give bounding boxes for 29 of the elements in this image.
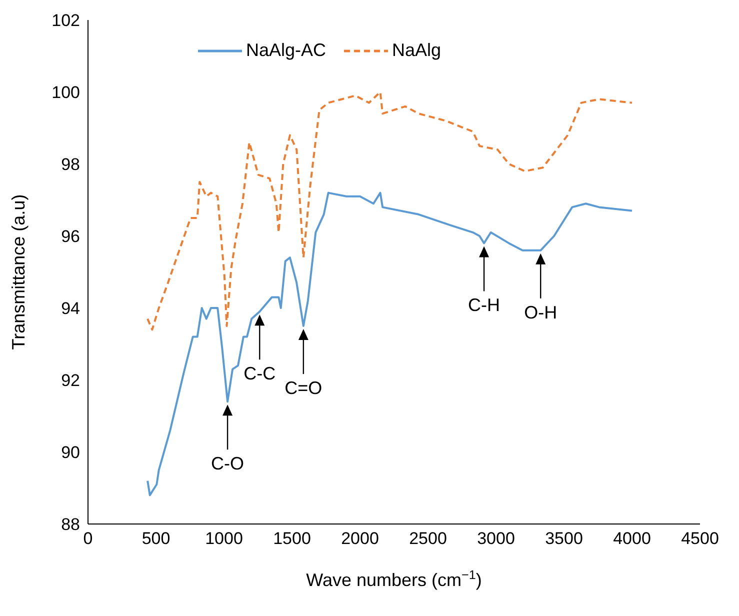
y-tick-label: 90 <box>61 443 80 462</box>
line-series <box>146 91 633 331</box>
y-tick-label: 100 <box>52 83 80 102</box>
legend-label: NaAlg <box>392 40 442 61</box>
x-tick-label: 0 <box>83 529 93 548</box>
annotation: C-O <box>211 454 244 474</box>
annotation: C-H <box>468 295 500 316</box>
annotation: C-C <box>244 364 276 384</box>
line-series <box>146 192 633 496</box>
x-axis-title: Wave numbers (cm$^{−1}$) <box>306 568 482 590</box>
y-tick-label: 92 <box>61 371 80 390</box>
y-tick-label: 98 <box>61 155 80 174</box>
legend-label: NaAlg-AC <box>246 40 326 61</box>
y-tick-label: 88 <box>61 515 80 534</box>
x-tick-label: 4000 <box>613 529 651 548</box>
x-tick-label: 3000 <box>477 529 515 548</box>
x-tick-label: 1000 <box>205 529 243 548</box>
x-tick-label: 500 <box>142 529 170 548</box>
x-tick-label: 4500 <box>681 529 719 548</box>
x-tick-label: 2500 <box>409 529 447 548</box>
y-tick-label: 94 <box>61 299 80 318</box>
annotation: C=O <box>284 378 322 398</box>
y-tick-label: 96 <box>61 227 80 246</box>
annotation: O-H <box>524 302 558 322</box>
x-tick-label: 3500 <box>545 529 583 548</box>
y-tick-label: 102 <box>52 11 80 30</box>
x-tick-label: 1500 <box>273 529 311 548</box>
y-axis-title: Transmittance (a.u) <box>8 194 28 350</box>
x-tick-label: 2000 <box>341 529 379 548</box>
